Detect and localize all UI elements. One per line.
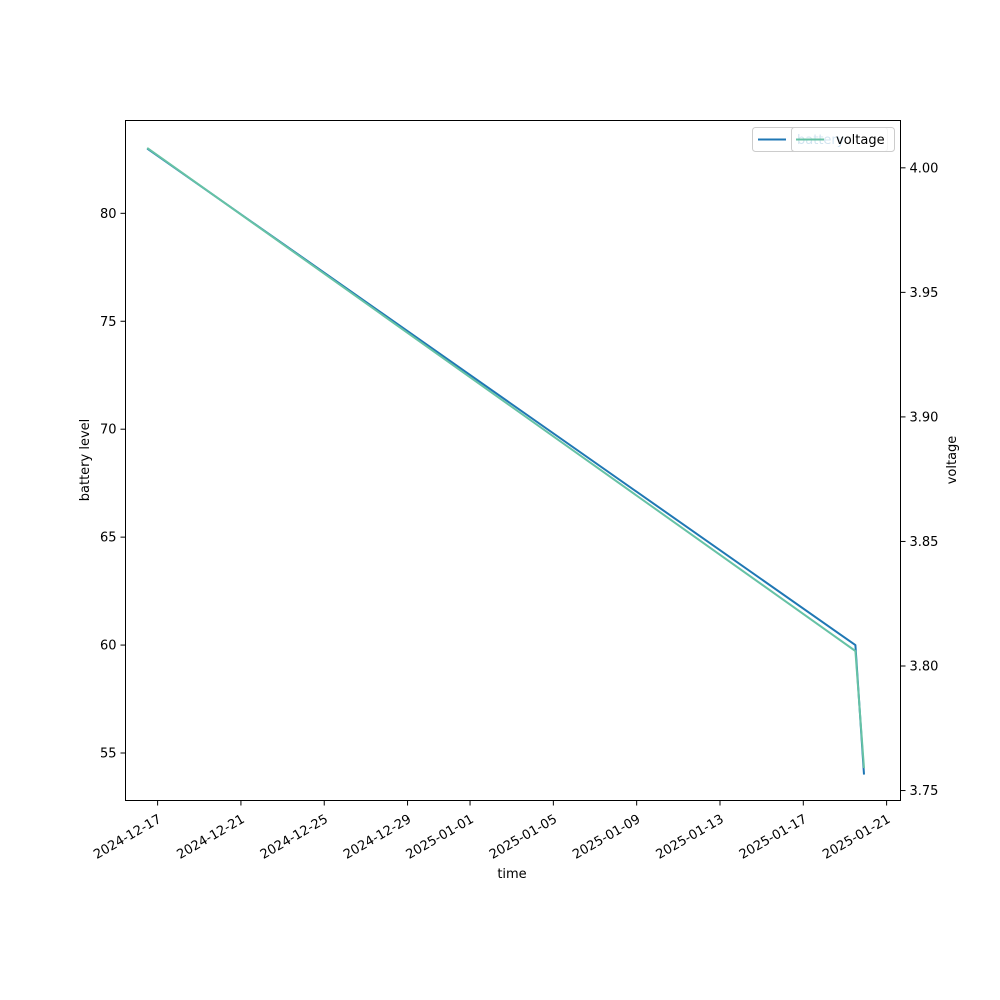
y-ticks-right: 3.75 3.80 3.85 3.90 3.95 4.00 [900, 161, 939, 799]
y-axis-label-left: battery level [78, 419, 93, 502]
y-left-tick-label: 80 [100, 207, 117, 222]
legend-voltage-label: voltage [836, 133, 885, 148]
legend-voltage: voltage [791, 127, 895, 152]
y-left-tick-label: 75 [100, 315, 117, 330]
legend-voltage-box [791, 127, 895, 152]
x-tick-label: 2025-01-13 [654, 812, 727, 863]
y-left-tick-label: 55 [100, 747, 117, 762]
plot-frame [125, 120, 901, 801]
x-tick-label: 2025-01-21 [820, 812, 893, 863]
y-left-tick-label: 60 [100, 639, 117, 654]
x-ticks: 2024-12-17 2024-12-21 2024-12-25 2024-12-29… [91, 800, 893, 863]
y-right-tick-label: 4.00 [910, 161, 939, 176]
x-tick-label: 2024-12-25 [258, 812, 331, 863]
x-axis-label: time [497, 867, 526, 882]
x-tick-label: 2024-12-21 [175, 812, 248, 863]
x-tick-label: 2025-01-17 [737, 812, 810, 863]
y-axis-label-right: voltage [945, 436, 960, 485]
plot-area [125, 120, 901, 801]
y-right-tick-label: 3.95 [910, 286, 939, 301]
x-tick-label: 2024-12-17 [91, 812, 164, 863]
x-tick-label: 2025-01-09 [570, 812, 643, 863]
series-layer [146, 147, 865, 775]
x-tick-label: 2024-12-29 [341, 812, 414, 863]
y-left-tick-label: 70 [100, 423, 117, 438]
y-right-tick-label: 3.80 [910, 659, 939, 674]
y-right-tick-label: 3.90 [910, 410, 939, 425]
y-right-tick-label: 3.85 [910, 535, 939, 550]
x-tick-label: 2025-01-05 [487, 812, 560, 863]
y-left-tick-label: 65 [100, 531, 117, 546]
series-line-voltage [146, 147, 865, 769]
x-tick-label: 2025-01-01 [404, 812, 477, 863]
axes-layer [125, 120, 901, 801]
y-right-tick-label: 3.75 [910, 784, 939, 799]
y-ticks-left: 55 60 65 70 75 80 [100, 207, 126, 762]
